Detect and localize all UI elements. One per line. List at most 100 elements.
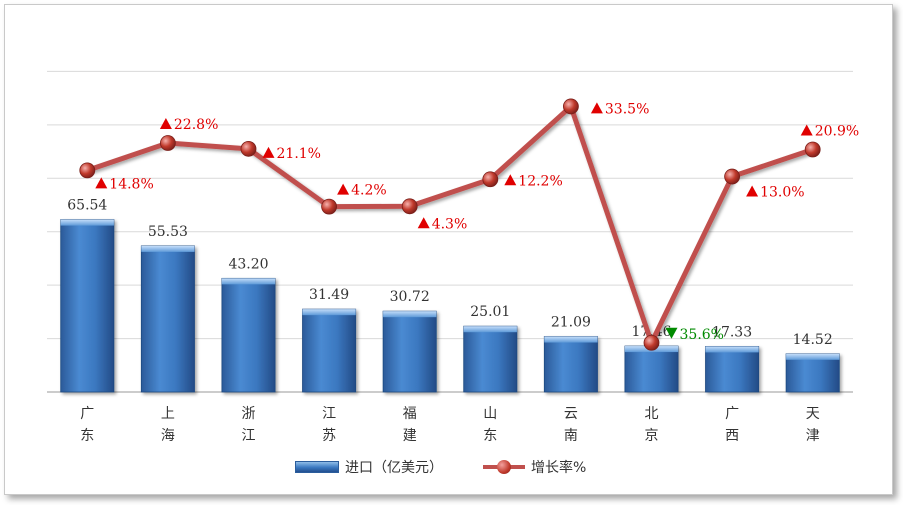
legend-line-swatch bbox=[483, 460, 525, 474]
line-series bbox=[79, 98, 821, 351]
bar-山东 bbox=[463, 325, 518, 393]
bar-body bbox=[624, 345, 679, 393]
bar-广西 bbox=[705, 346, 760, 393]
growth-label: 4.3% bbox=[417, 216, 468, 232]
up-triangle-icon bbox=[262, 146, 275, 158]
category-label: 云南 bbox=[564, 406, 578, 444]
legend-bar-swatch bbox=[295, 461, 339, 473]
growth-label-text: 35.6% bbox=[680, 327, 724, 343]
category-label: 山东 bbox=[483, 406, 497, 444]
bar-data-label: 65.54 bbox=[67, 198, 107, 214]
combo-chart: 65.54 55.53 43.20 31.49 30.72 25.01 21.09 17.46… bbox=[47, 70, 859, 444]
up-triangle-icon bbox=[337, 183, 350, 195]
legend-item-import: 进口（亿美元） bbox=[295, 457, 443, 477]
bar-cap bbox=[141, 245, 195, 252]
down-triangle-icon bbox=[665, 327, 678, 339]
bar-cap bbox=[221, 278, 276, 285]
growth-label: 22.8% bbox=[159, 117, 218, 133]
bar-body bbox=[543, 336, 598, 393]
bar-data-labels: 65.54 55.53 43.20 31.49 30.72 25.01 21.09 17.46… bbox=[67, 198, 832, 348]
up-triangle-icon bbox=[95, 177, 108, 189]
bar-data-label: 21.09 bbox=[551, 315, 591, 331]
legend-growth-label: 增长率% bbox=[531, 460, 587, 476]
bar-data-label: 17.46 bbox=[631, 324, 671, 340]
bar-cap bbox=[383, 311, 437, 318]
up-triangle-icon bbox=[590, 102, 603, 114]
bar-data-label: 31.49 bbox=[309, 287, 349, 303]
growth-line bbox=[84, 103, 816, 346]
bar-body bbox=[140, 245, 195, 393]
growth-label-text: 21.1% bbox=[277, 146, 321, 162]
bar-浙江 bbox=[221, 277, 276, 393]
category-label: 北京 bbox=[645, 406, 659, 444]
growth-label: 20.9% bbox=[800, 124, 859, 140]
growth-label: 33.5% bbox=[590, 101, 649, 117]
growth-label: 14.8% bbox=[95, 176, 154, 192]
chart-frame: 65.54 55.53 43.20 31.49 30.72 25.01 21.09 17.46… bbox=[4, 4, 893, 495]
growth-label-text: 22.8% bbox=[174, 117, 218, 133]
up-triangle-icon bbox=[746, 185, 759, 197]
growth-label-text: 12.2% bbox=[518, 173, 562, 189]
growth-label-text: 20.9% bbox=[815, 124, 859, 140]
growth-label-text: 33.5% bbox=[605, 101, 649, 117]
up-triangle-icon bbox=[800, 124, 813, 136]
bar-body bbox=[302, 308, 357, 393]
legend: 进口（亿美元） 增长率% bbox=[295, 457, 586, 477]
bar-cap bbox=[302, 309, 356, 316]
growth-label: 35.6% bbox=[665, 327, 724, 343]
growth-point bbox=[321, 198, 338, 215]
growth-point bbox=[401, 198, 418, 215]
bar-江苏 bbox=[302, 308, 357, 393]
growth-label: 12.2% bbox=[504, 173, 563, 189]
growth-point bbox=[159, 135, 176, 151]
growth-label-text: 14.8% bbox=[109, 176, 153, 192]
category-label: 江苏 bbox=[322, 406, 336, 444]
category-label: 福建 bbox=[403, 406, 417, 444]
bar-云南 bbox=[543, 336, 598, 393]
growth-point bbox=[643, 334, 660, 351]
legend-import-label: 进口（亿美元） bbox=[345, 460, 443, 476]
category-axis: 广东 上海 浙江 江苏 福建 山东 云南 北京 广西 天津 bbox=[80, 406, 819, 444]
bar-body bbox=[785, 353, 840, 393]
bar-data-label: 55.53 bbox=[148, 224, 188, 240]
category-label: 浙江 bbox=[242, 406, 256, 444]
bar-body bbox=[221, 277, 276, 393]
growth-point bbox=[804, 141, 821, 158]
growth-label-text: 4.2% bbox=[351, 183, 387, 199]
growth-point bbox=[79, 162, 96, 179]
bar-body bbox=[60, 219, 115, 393]
growth-point bbox=[724, 168, 740, 185]
line-data-labels: 14.8% 22.8% 21.1% 4.2% 4.3% 12.2% 33.5% 35.6% 13… bbox=[95, 101, 859, 343]
bar-data-label: 17.33 bbox=[712, 324, 752, 340]
bar-上海 bbox=[140, 245, 195, 393]
category-label: 广西 bbox=[725, 406, 739, 444]
up-triangle-icon bbox=[504, 174, 517, 186]
up-triangle-icon bbox=[159, 118, 172, 130]
growth-label: 21.1% bbox=[262, 146, 321, 162]
growth-point bbox=[240, 140, 257, 157]
bar-data-label: 14.52 bbox=[793, 332, 833, 348]
bar-北京 bbox=[624, 345, 679, 393]
bar-福建 bbox=[382, 310, 437, 393]
growth-point bbox=[563, 98, 579, 115]
growth-point bbox=[482, 171, 499, 188]
bar-cap bbox=[786, 353, 840, 360]
bar-广东 bbox=[60, 219, 115, 393]
growth-label: 4.2% bbox=[337, 183, 387, 199]
category-label: 天津 bbox=[806, 406, 820, 444]
up-triangle-icon bbox=[417, 217, 430, 229]
bar-cap bbox=[705, 346, 759, 353]
bar-body bbox=[705, 346, 760, 393]
legend-item-growth: 增长率% bbox=[483, 457, 586, 477]
bar-data-label: 30.72 bbox=[390, 289, 430, 305]
bar-series bbox=[60, 219, 840, 393]
growth-label-text: 4.3% bbox=[432, 216, 468, 232]
growth-label: 13.0% bbox=[746, 185, 805, 201]
bar-body bbox=[382, 310, 437, 393]
bar-data-label: 25.01 bbox=[470, 304, 510, 320]
bar-cap bbox=[463, 326, 517, 333]
growth-label-text: 13.0% bbox=[760, 185, 804, 201]
bar-cap bbox=[60, 219, 114, 226]
bar-data-label: 43.20 bbox=[228, 256, 268, 272]
category-label: 广东 bbox=[80, 406, 94, 444]
